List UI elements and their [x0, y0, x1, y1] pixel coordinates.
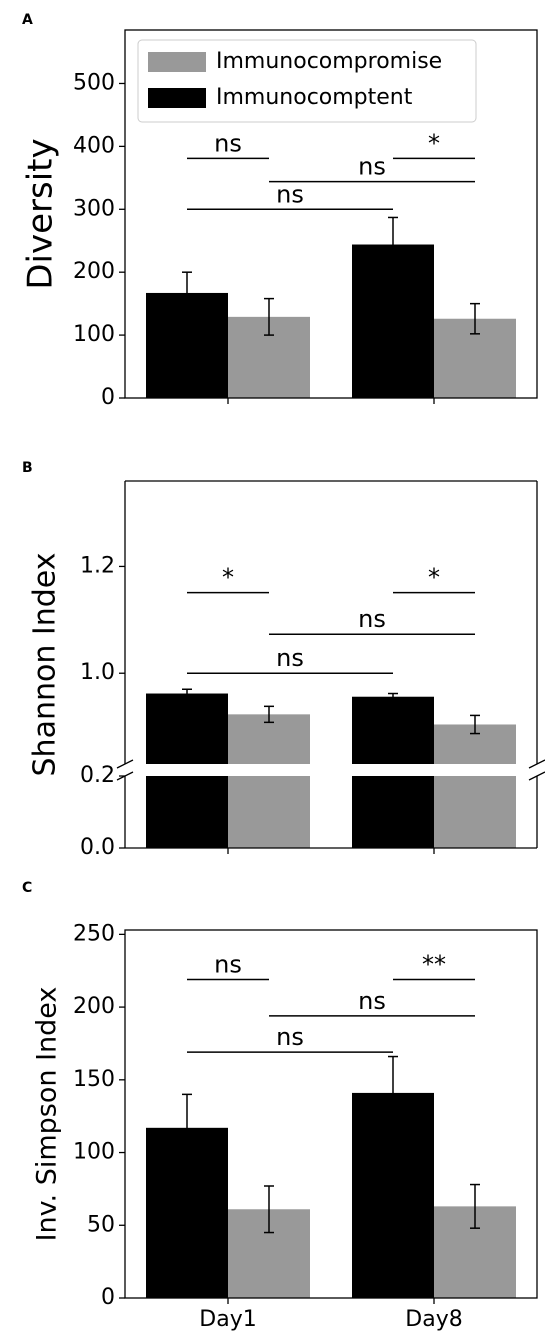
significance-bracket: ns — [187, 644, 393, 674]
y-tick-label: 100 — [73, 322, 115, 347]
break-mark — [528, 771, 545, 781]
bar — [434, 776, 516, 848]
x-tick-label: Day8 — [405, 1307, 462, 1332]
panel-label: A — [22, 12, 33, 28]
significance-bracket: ns — [187, 1023, 393, 1053]
error-bar — [388, 692, 398, 701]
y-tick-label: 1.0 — [80, 660, 115, 685]
bar — [146, 776, 228, 848]
bracket-label: ns — [358, 605, 386, 633]
bracket-label: ** — [422, 950, 446, 978]
significance-bracket: ns — [187, 180, 393, 211]
y-tick-label: 250 — [73, 921, 115, 946]
bar — [352, 776, 434, 848]
bar — [228, 776, 310, 848]
plot-area — [146, 216, 516, 398]
significance-bracket: * — [187, 564, 269, 594]
error-bar — [264, 1185, 274, 1234]
x-tick-label: Day1 — [199, 1307, 256, 1332]
y-tick-label: 0 — [101, 1285, 115, 1310]
error-bar — [182, 688, 192, 699]
error-bar — [264, 297, 274, 336]
bracket-label: ns — [276, 180, 304, 208]
error-bar — [182, 1093, 192, 1163]
error-bar — [182, 271, 192, 315]
bracket-label: * — [428, 129, 440, 157]
y-tick-label: 0 — [101, 385, 115, 410]
bar — [352, 696, 434, 764]
y-tick-label: 300 — [73, 196, 115, 221]
y-tick-label: 100 — [73, 1140, 115, 1165]
plot-area — [146, 776, 516, 848]
significance-bracket: ns — [269, 153, 475, 183]
break-mark — [528, 759, 545, 769]
y-tick-label: 500 — [73, 70, 115, 95]
bracket-label: ns — [214, 129, 242, 157]
plot-area — [146, 1055, 516, 1298]
bracket-label: ns — [276, 644, 304, 672]
error-bar — [388, 216, 398, 273]
bracket-label: * — [428, 564, 440, 592]
y-tick-label: 50 — [87, 1212, 115, 1237]
error-bar — [470, 302, 480, 335]
error-bar — [470, 714, 480, 735]
y-tick-label: 150 — [73, 1067, 115, 1092]
legend-label: Immunocompromise — [216, 49, 442, 74]
error-bar — [388, 1055, 398, 1131]
bar — [146, 693, 228, 764]
significance-bracket: * — [393, 129, 475, 160]
panel-label: C — [22, 880, 32, 896]
y-tick-label: 1.2 — [80, 553, 115, 578]
significance-bracket: * — [393, 564, 475, 594]
legend-label: Immunocomptent — [216, 85, 413, 110]
bracket-label: ns — [358, 153, 386, 181]
bracket-label: ns — [276, 1023, 304, 1051]
y-axis-label: Inv. Simpson Index — [32, 987, 63, 1242]
y-axis-label: Diversity — [21, 138, 61, 289]
significance-bracket: ns — [187, 950, 269, 981]
y-tick-label: 200 — [73, 994, 115, 1019]
significance-bracket: ns — [269, 605, 475, 635]
y-axis-label: Shannon Index — [28, 553, 63, 777]
bracket-label: ns — [214, 950, 242, 978]
significance-bracket: ns — [187, 129, 269, 160]
bracket-label: ns — [358, 987, 386, 1015]
legend-box — [137, 39, 477, 123]
axis-frame — [124, 929, 538, 1299]
error-bar — [470, 1183, 480, 1229]
y-tick-label: 0.0 — [80, 835, 115, 860]
y-tick-label: 400 — [73, 133, 115, 158]
plot-area — [146, 688, 516, 764]
error-bar — [264, 705, 274, 724]
legend: Immunocompromise Immunocomptent — [137, 39, 477, 123]
legend-swatch — [148, 88, 206, 108]
y-tick-label: 0.2 — [80, 763, 115, 788]
break-mark — [116, 759, 134, 769]
legend-swatch — [148, 52, 206, 72]
panel-label: B — [22, 460, 33, 476]
y-tick-label: 200 — [73, 259, 115, 284]
axis-frame — [124, 29, 538, 399]
significance-bracket: ** — [393, 950, 475, 981]
significance-bracket: ns — [269, 987, 475, 1017]
bracket-label: * — [222, 564, 234, 592]
